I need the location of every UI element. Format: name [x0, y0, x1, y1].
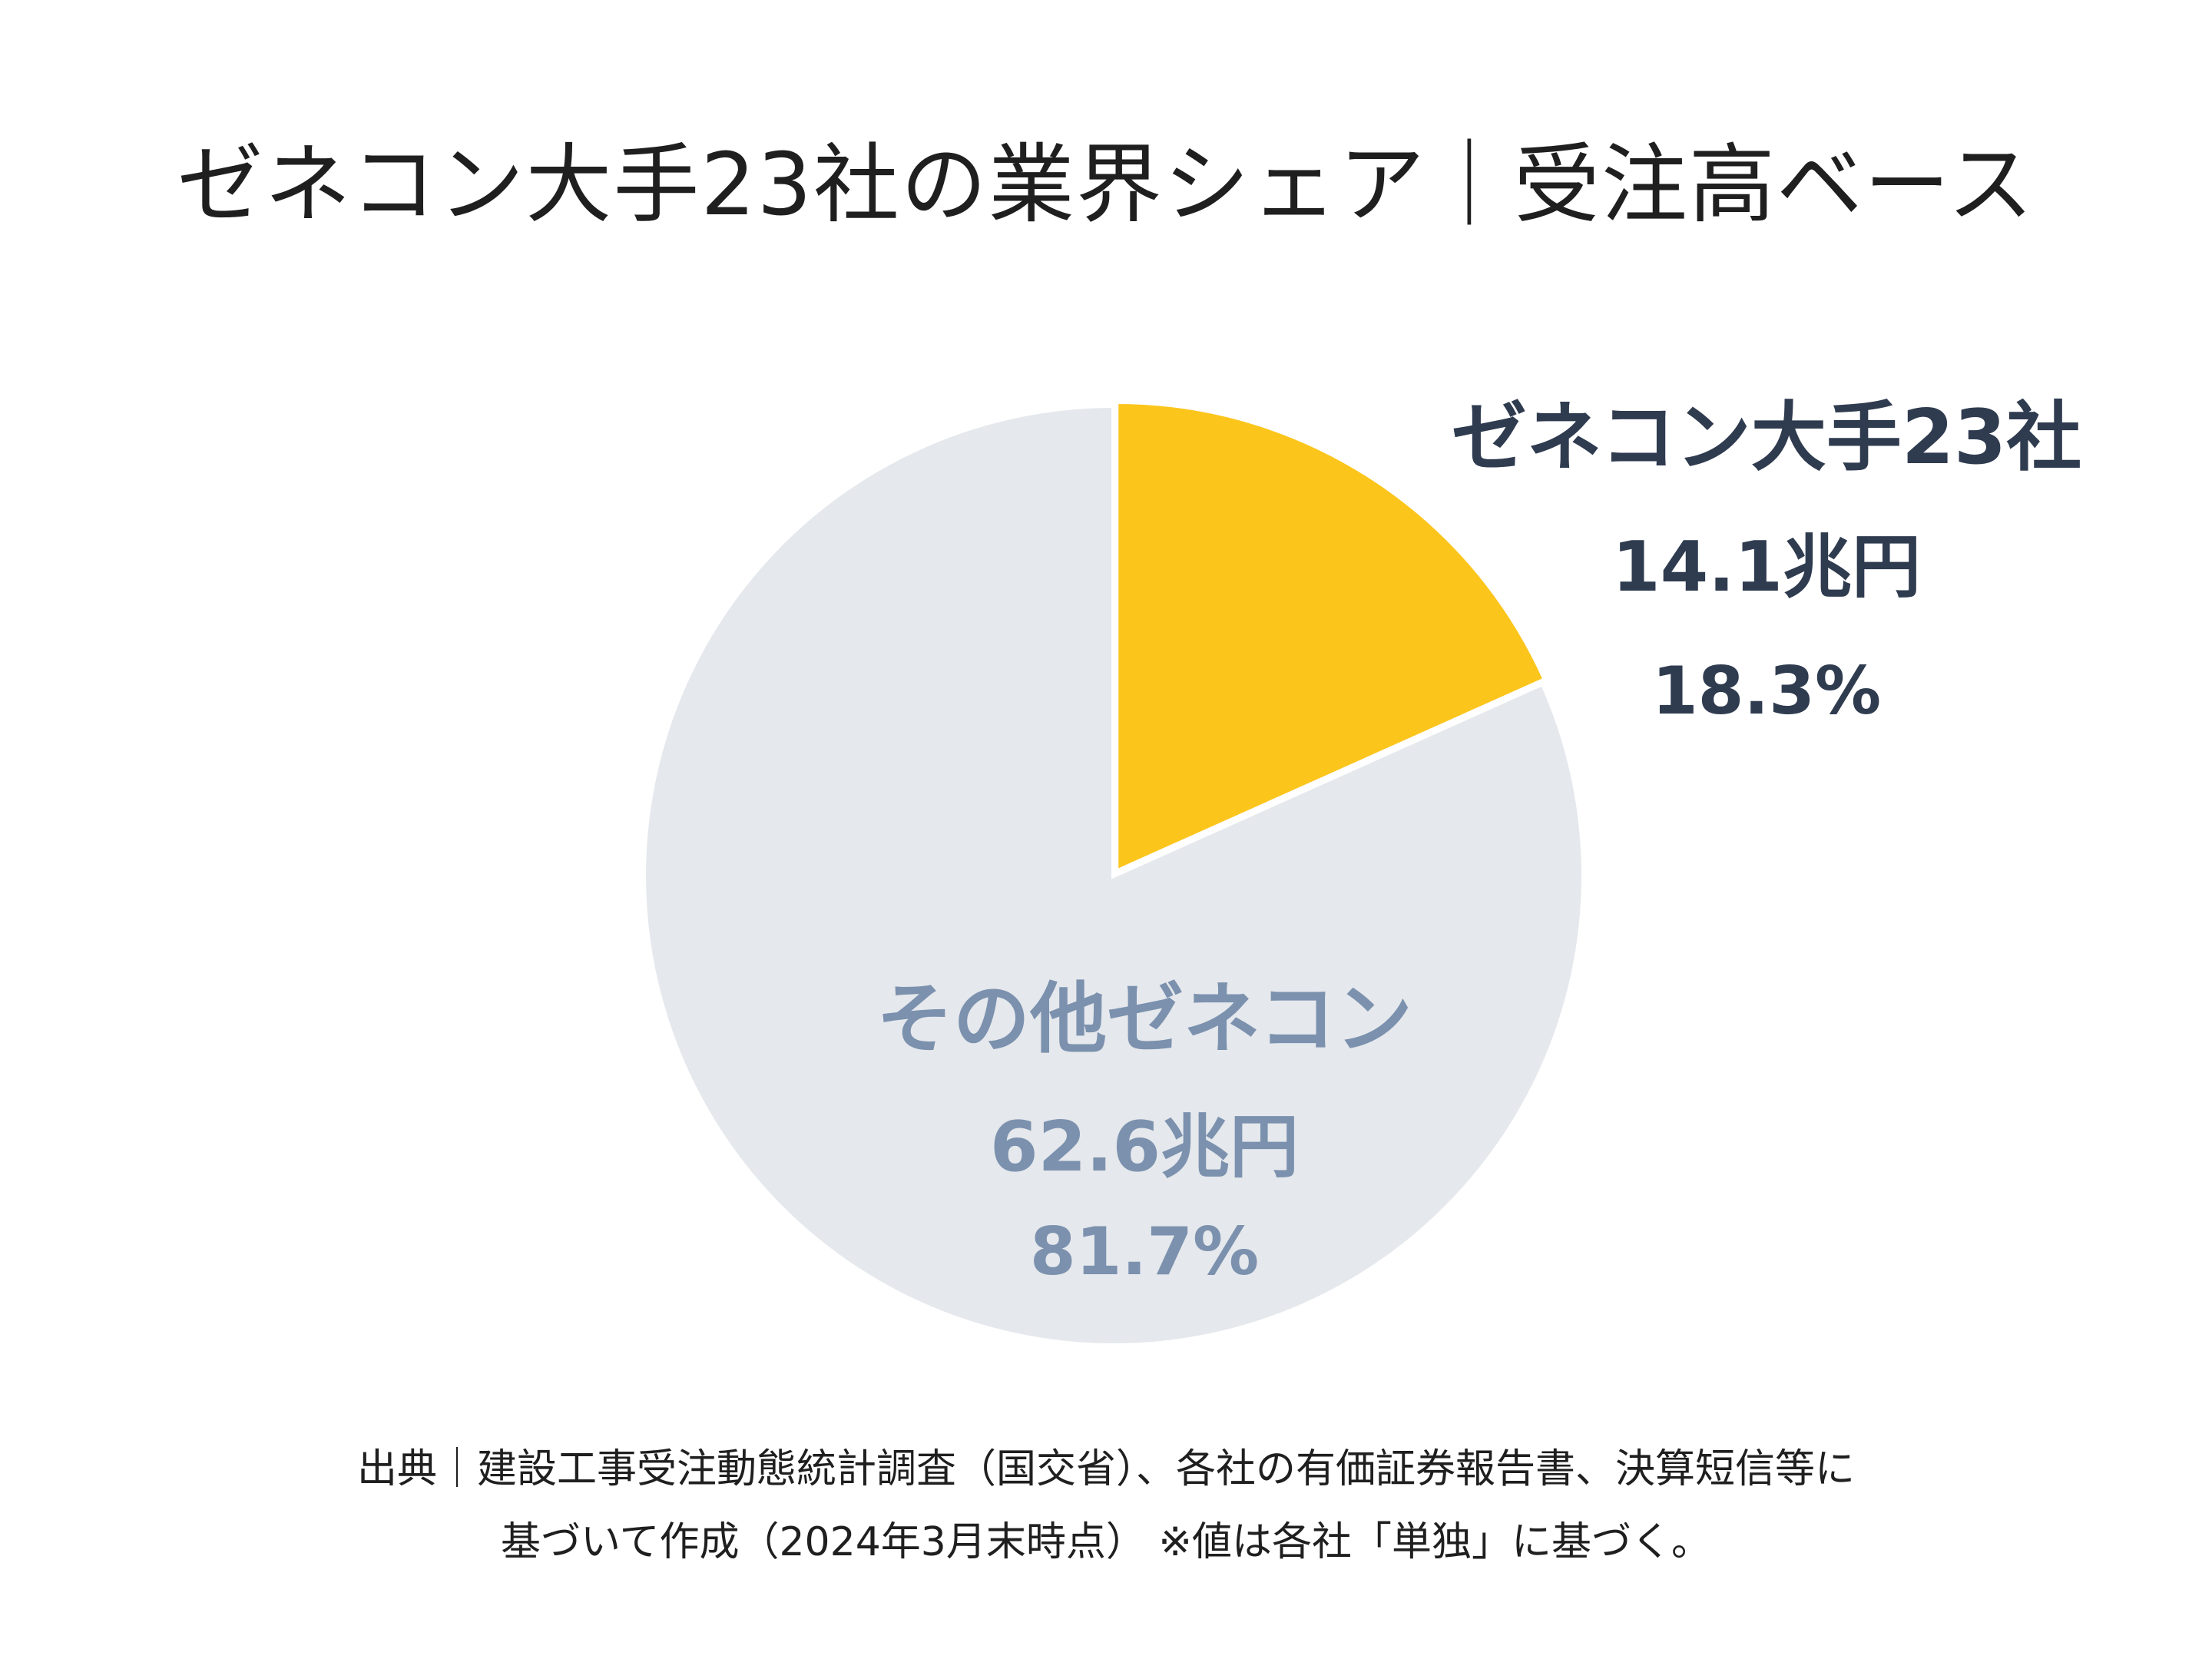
source-note-line2: 基づいて作成（2024年3月末時点） ※値は各社「単独」に基づく。: [501, 1519, 1711, 1565]
label-other-name: その他ゼネコン: [876, 974, 1412, 1064]
label-major-amount: 14.1兆円: [1611, 527, 1922, 608]
label-other-percent: 81.7%: [1029, 1214, 1260, 1290]
label-major-name: ゼネコン大手23社: [1451, 394, 2082, 482]
source-note-line1: 出典｜建設工事受注動態統計調査（国交省）、各社の有価証券報告書、決算短信等に: [356, 1446, 1855, 1492]
pie-slice-major: [1114, 399, 1548, 876]
label-other-amount: 62.6兆円: [989, 1107, 1300, 1187]
label-major-percent: 18.3%: [1651, 653, 1882, 730]
chart-title: ゼネコン大手23社の業界シェア｜受注高ベース: [177, 135, 2035, 235]
pie-slice-other: [641, 402, 1586, 1348]
